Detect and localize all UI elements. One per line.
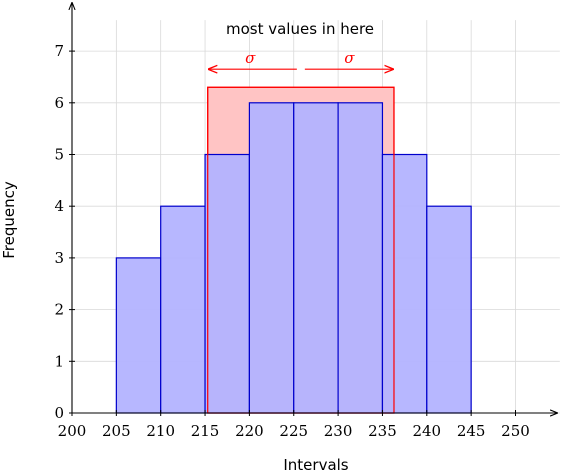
annotation-label: most values in here [226,20,374,38]
x-tick-label: 225 [279,422,308,440]
x-tick-label: 205 [102,422,131,440]
x-tick-label: 250 [501,422,530,440]
histogram-bar [426,205,472,414]
x-tick-label: 215 [191,422,220,440]
y-tick-label: 0 [54,404,64,422]
y-tick-label: 1 [54,352,64,370]
histogram-bar [160,205,206,414]
y-tick-label: 2 [54,301,64,319]
x-axis-title: Intervals [283,456,348,474]
y-tick-label: 6 [54,94,64,112]
annotation-layer: most values in here σ σ [209,20,393,69]
x-tick-label: 200 [58,422,87,440]
x-tick-label: 210 [146,422,175,440]
histogram-bar [248,102,295,414]
x-tick-label: 235 [368,422,397,440]
x-tick-label: 220 [235,422,264,440]
y-axis-title: Frequency [0,181,18,259]
y-tick-label: 4 [54,197,64,215]
sigma-right-label: σ [344,49,355,67]
histogram-bar [204,153,251,414]
y-tick-label: 5 [54,146,64,164]
histogram-bar [293,102,339,414]
sigma-left-label: σ [245,49,256,67]
bars-layer [115,86,472,414]
y-tick-label: 3 [54,249,64,267]
y-tick-label: 7 [54,42,64,60]
x-tick-label: 240 [412,422,441,440]
tick-labels-layer: 200 205 210 215 220 225 230 235 240 245 250 0 1 2 3 4 5 6… [54,42,529,440]
histogram-bar [381,153,428,414]
histogram-bar [115,257,162,414]
axes-layer [69,3,557,416]
x-tick-label: 245 [457,422,486,440]
histogram-bar [337,102,384,414]
x-tick-label: 230 [324,422,353,440]
